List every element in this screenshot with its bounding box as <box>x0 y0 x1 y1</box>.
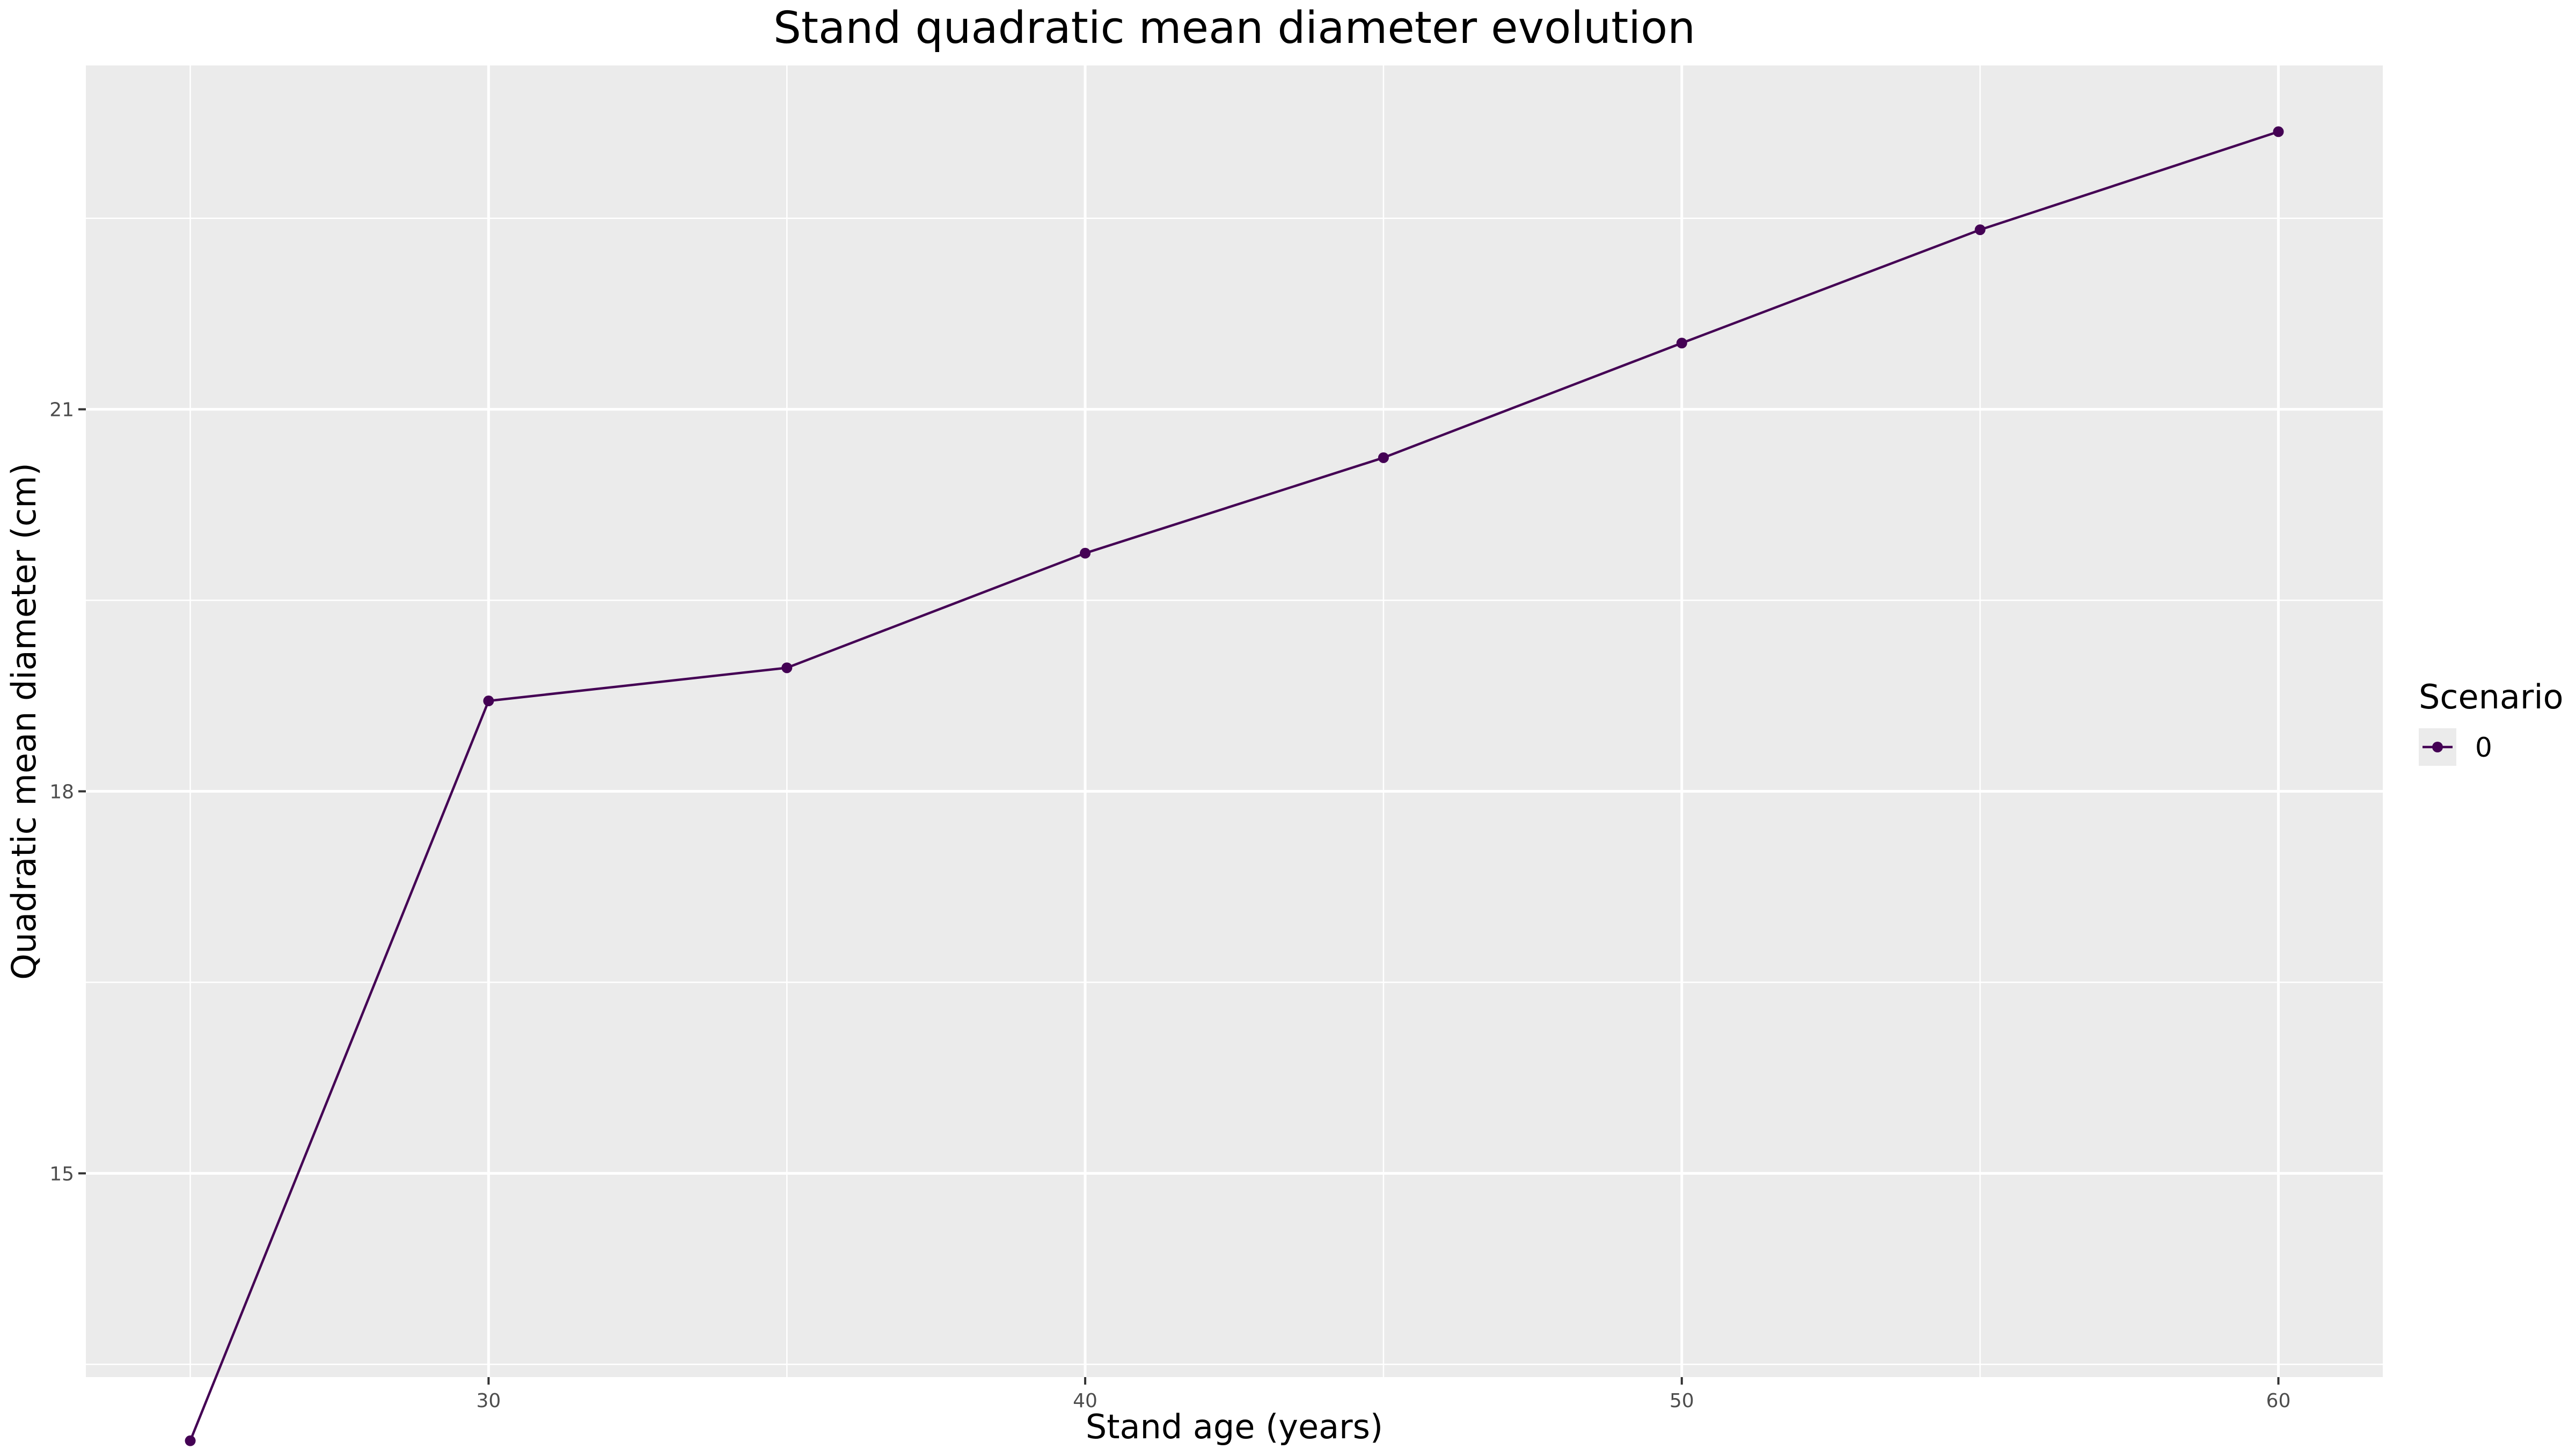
x-tick-label: 50 <box>1670 1390 1694 1412</box>
legend: Scenario 0 <box>2419 677 2564 766</box>
legend-label: 0 <box>2475 732 2492 763</box>
x-tick-label: 60 <box>2266 1390 2291 1412</box>
data-point <box>1676 338 1687 349</box>
grid-major <box>86 65 2383 1377</box>
data-point <box>1378 452 1389 463</box>
x-axis-ticks: 30 40 50 60 <box>476 1377 2290 1412</box>
data-point <box>1974 224 1986 236</box>
data-point <box>483 696 494 707</box>
series-layer <box>185 126 2284 1446</box>
plot-panel <box>86 65 2383 1377</box>
data-point <box>2273 126 2284 137</box>
legend-items: 0 <box>2419 728 2492 766</box>
y-tick-label: 18 <box>49 781 74 803</box>
x-tick-label: 30 <box>476 1390 501 1412</box>
x-axis-label: Stand age (years) <box>1086 1407 1383 1446</box>
series-line <box>189 130 2279 1441</box>
y-tick-label: 15 <box>49 1163 74 1185</box>
data-point <box>1080 547 1091 559</box>
y-axis-label: Quadratic mean diameter (cm) <box>4 463 43 979</box>
y-tick-label: 21 <box>49 399 74 421</box>
x-tick-label: 40 <box>1073 1390 1097 1412</box>
data-point <box>185 1435 196 1446</box>
legend-key-point <box>2432 742 2443 752</box>
data-point <box>781 662 793 674</box>
chart-title: Stand quadratic mean diameter evolution <box>773 3 1695 54</box>
y-axis-ticks: 15 18 21 <box>49 399 86 1185</box>
legend-title: Scenario <box>2419 677 2564 716</box>
grid-minor <box>86 65 2383 1377</box>
